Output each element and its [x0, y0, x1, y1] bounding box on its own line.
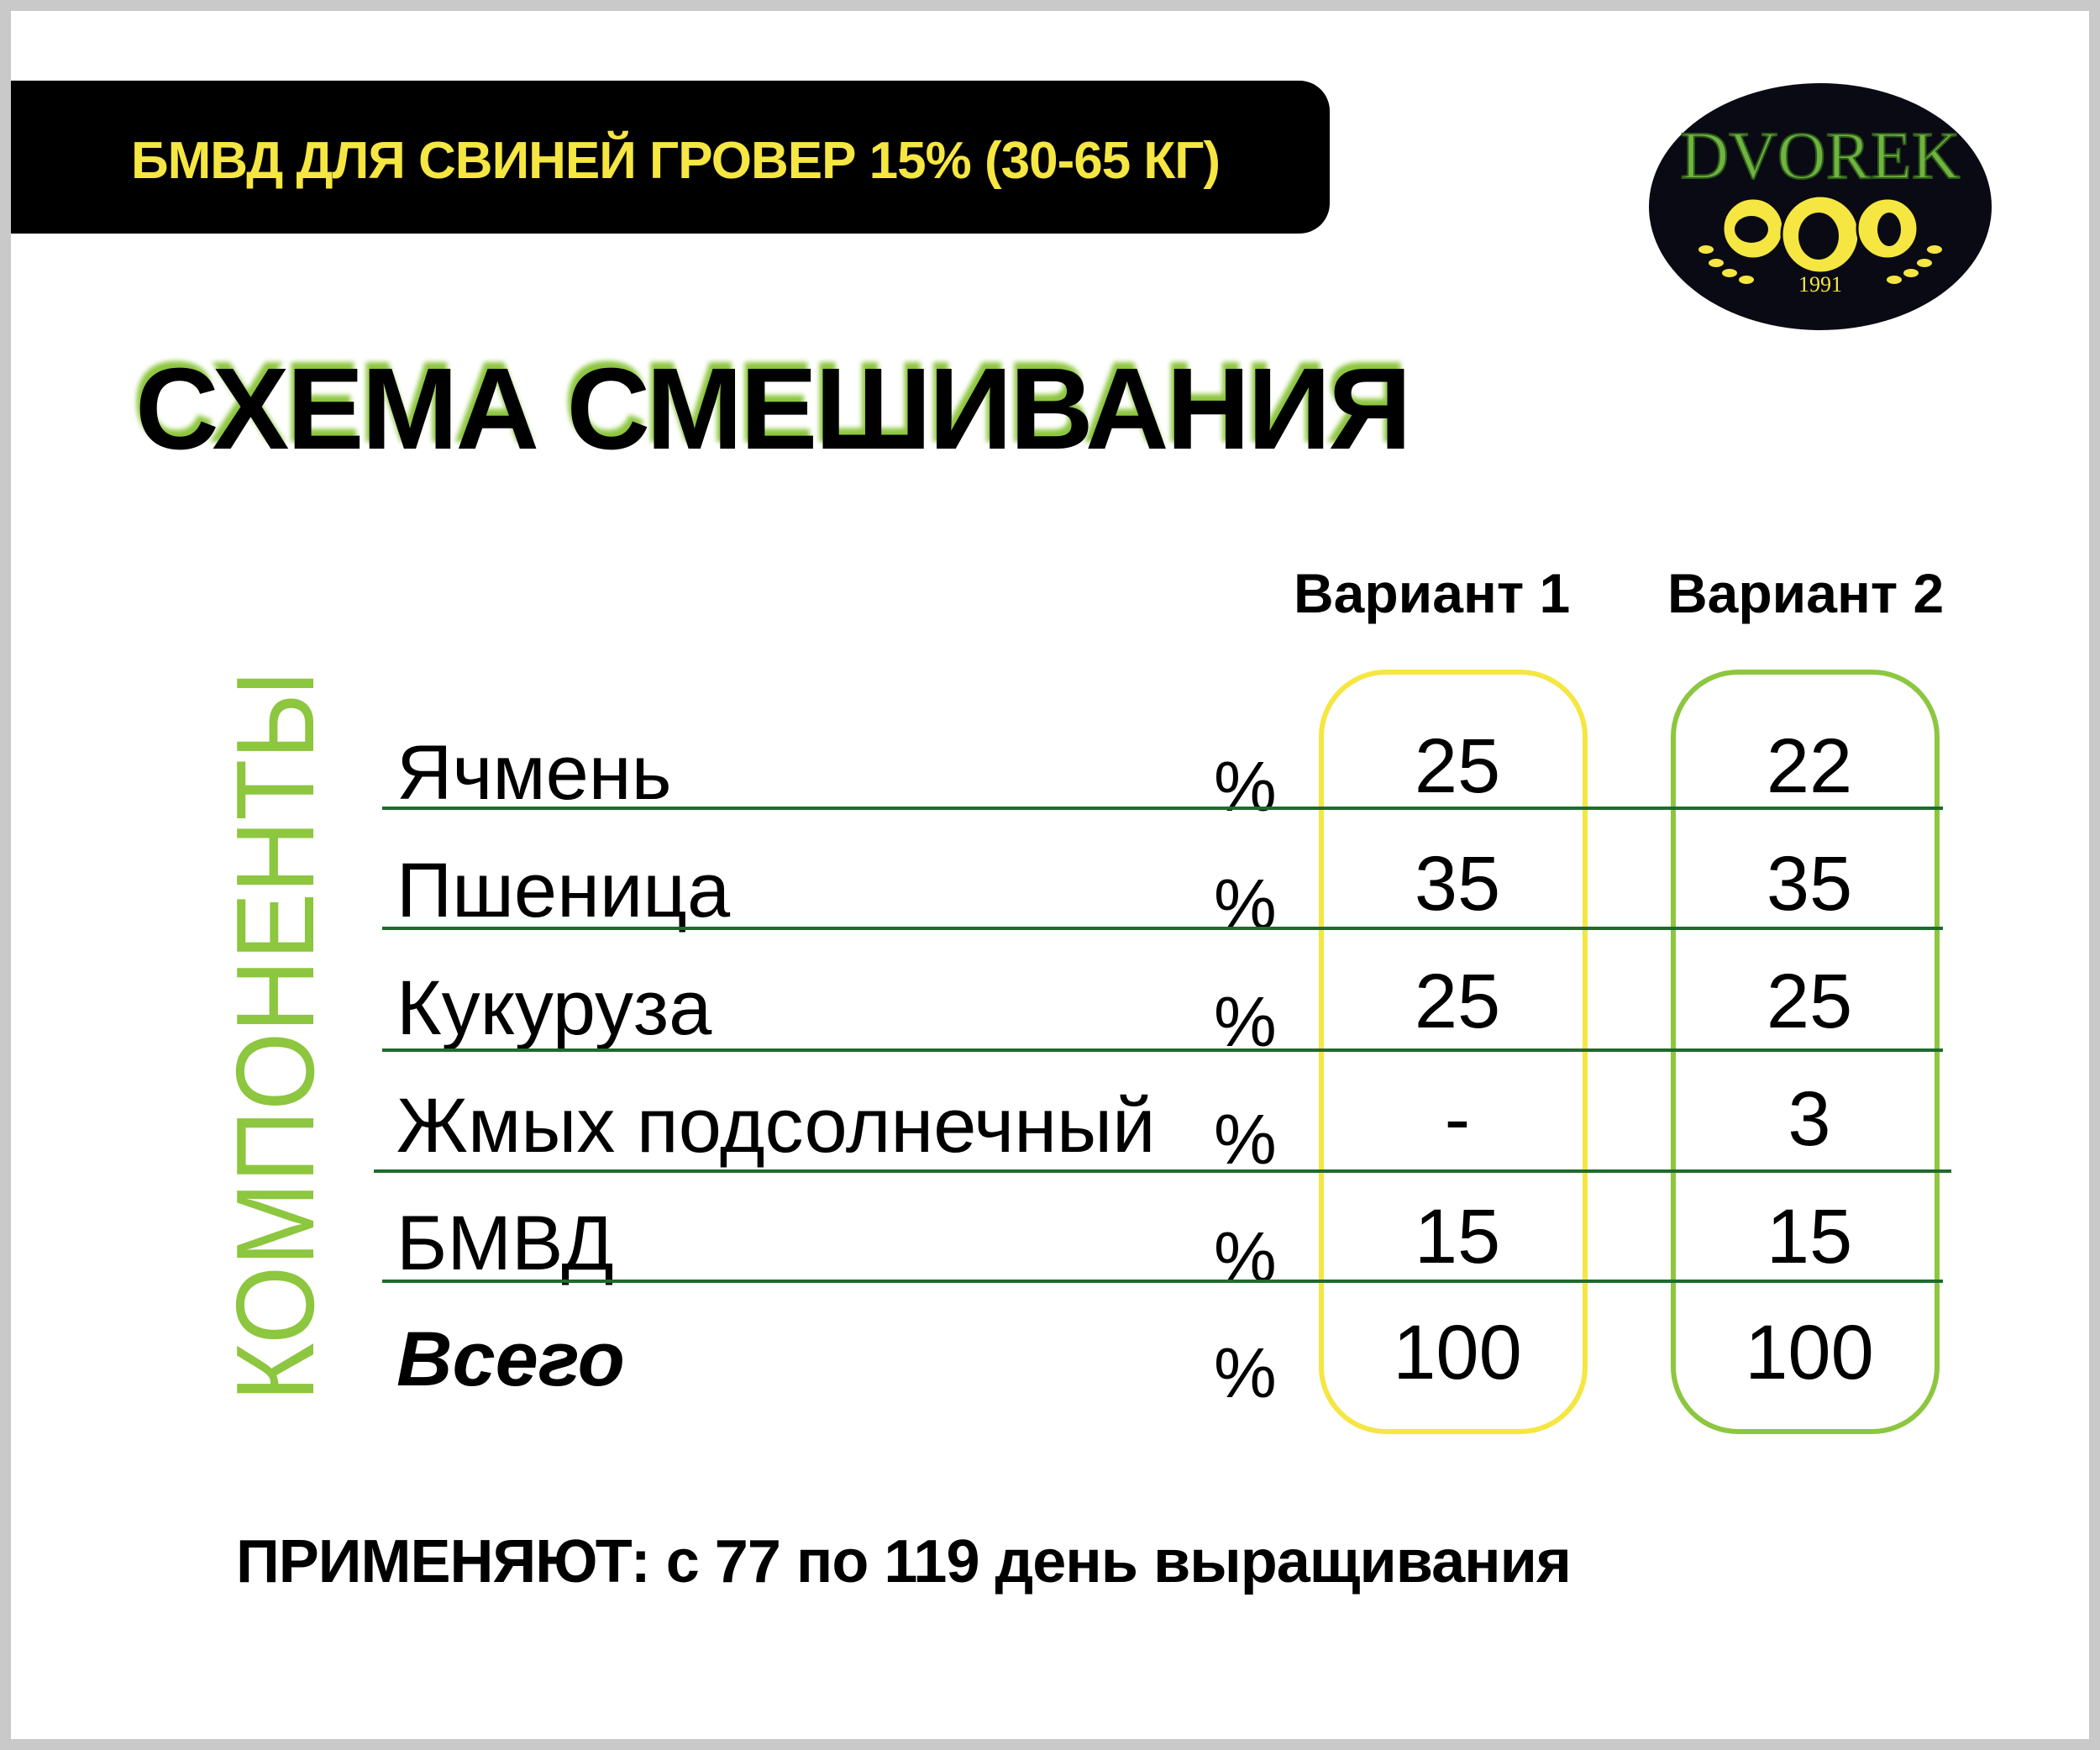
- logo-text: DVOREK: [1680, 119, 1960, 193]
- row-unit: %: [1214, 1333, 1277, 1412]
- side-label: КОМПОНЕНТЫ: [229, 670, 330, 1401]
- row-value-variant-2: 22: [1766, 723, 1853, 809]
- row-divider: [1588, 1280, 1943, 1283]
- dvorek-logo: DVOREK 1991: [1649, 83, 1992, 330]
- row-label: Кукуруза: [396, 965, 712, 1051]
- row-divider: [382, 1280, 1588, 1283]
- page: БМВД ДЛЯ СВИНЕЙ ГРОВЕР 15% (30-65 КГ) DV…: [11, 11, 2089, 1739]
- column-header-variant-1: Вариант 1: [1294, 562, 1571, 624]
- row-unit: %: [1214, 1217, 1277, 1296]
- page-title: СХЕМА СМЕШИВАНИЯ: [135, 344, 1412, 474]
- row-value-variant-2: 100: [1745, 1310, 1874, 1395]
- row-divider: [382, 927, 1588, 930]
- row-value-variant-2: 25: [1766, 959, 1853, 1044]
- logo-year: 1991: [1798, 272, 1842, 297]
- row-divider: [1588, 807, 1943, 810]
- row-label: БМВД: [396, 1201, 614, 1286]
- row-value-variant-1: 100: [1393, 1310, 1522, 1395]
- header-bar: БМВД ДЛЯ СВИНЕЙ ГРОВЕР 15% (30-65 КГ): [11, 81, 1330, 234]
- row-label: Жмых подсолнечный: [396, 1083, 1156, 1169]
- variant-1-box: [1319, 670, 1588, 1434]
- row-value-variant-1: -: [1444, 1076, 1471, 1162]
- row-divider: [382, 807, 1588, 810]
- row-label: Ячмень: [396, 730, 672, 816]
- row-value-variant-1: 35: [1414, 841, 1501, 927]
- row-unit: %: [1214, 1100, 1277, 1179]
- row-unit: %: [1214, 982, 1277, 1061]
- row-value-variant-1: 25: [1414, 723, 1501, 809]
- usage-note: ПРИМЕНЯЮТ: с 77 по 119 день выращивания: [236, 1528, 1572, 1595]
- column-header-variant-2: Вариант 2: [1667, 562, 1945, 624]
- row-value-variant-2: 15: [1766, 1194, 1853, 1280]
- row-divider: [1588, 927, 1943, 930]
- row-value-variant-1: 25: [1414, 959, 1501, 1044]
- row-unit: %: [1214, 747, 1277, 826]
- row-value-variant-2: 35: [1766, 841, 1853, 927]
- header-title: БМВД ДЛЯ СВИНЕЙ ГРОВЕР 15% (30-65 КГ): [131, 132, 1221, 190]
- row-label: Пшеница: [396, 848, 731, 933]
- side-label-text: КОМПОНЕНТЫ: [229, 670, 330, 1401]
- row-unit: %: [1214, 864, 1277, 943]
- row-divider: [382, 1048, 1588, 1052]
- row-label: Всего: [396, 1316, 625, 1402]
- row-divider: [1588, 1169, 1951, 1173]
- row-divider: [1588, 1048, 1943, 1052]
- row-value-variant-1: 15: [1414, 1194, 1501, 1280]
- variant-2-box: [1671, 670, 1940, 1434]
- row-divider: [374, 1169, 1588, 1173]
- row-value-variant-2: 3: [1788, 1076, 1831, 1162]
